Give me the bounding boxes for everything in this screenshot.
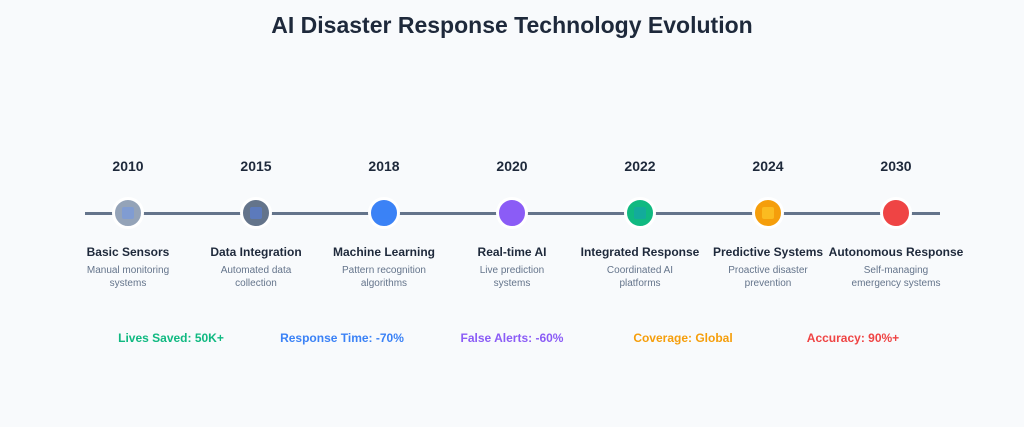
milestone-title: Predictive Systems [712, 245, 824, 259]
description-line: prevention [744, 278, 792, 289]
description-line: algorithms [360, 278, 408, 289]
milestone-node [240, 197, 272, 229]
node-square-icon [122, 207, 134, 219]
node-square-icon [890, 207, 902, 219]
description-line: Pattern recognition [342, 265, 426, 276]
metric-accuracy: Accuracy: 90%+ [806, 331, 900, 345]
milestone-title: Autonomous Response [828, 245, 964, 259]
node-square-icon [762, 207, 774, 219]
milestone-year: 2020 [496, 158, 528, 174]
metric-false-alerts: False Alerts: -60% [460, 331, 564, 345]
description-line: Manual monitoring [86, 265, 170, 276]
description-line: systems [493, 278, 531, 289]
milestone-description: Automated data collection [201, 264, 311, 290]
milestone-node [496, 197, 528, 229]
description-line: collection [235, 278, 277, 289]
milestone-node [880, 197, 912, 229]
milestone-title: Basic Sensors [86, 245, 170, 259]
milestone-title: Integrated Response [580, 245, 700, 259]
milestone-node [624, 197, 656, 229]
milestone-year: 2030 [880, 158, 912, 174]
milestone-title: Data Integration [210, 245, 302, 259]
milestone-year: 2024 [752, 158, 784, 174]
milestone-year: 2015 [240, 158, 272, 174]
milestone-description: Live prediction systems [457, 264, 567, 290]
description-line: platforms [619, 278, 661, 289]
node-square-icon [506, 207, 518, 219]
milestone-description: Proactive disaster prevention [713, 264, 823, 290]
node-square-icon [250, 207, 262, 219]
milestone-description: Pattern recognition algorithms [329, 264, 439, 290]
description-line: Automated data [220, 265, 292, 276]
metric-lives-saved: Lives Saved: 50K+ [118, 331, 224, 345]
description-line: systems [109, 278, 147, 289]
description-line: Proactive disaster [728, 265, 808, 276]
milestone-node [752, 197, 784, 229]
description-line: emergency systems [851, 278, 941, 289]
milestone-description: Manual monitoring systems [73, 264, 183, 290]
milestone-title: Real-time AI [477, 245, 547, 259]
description-line: Self-managing [863, 265, 929, 276]
node-square-icon [378, 207, 390, 219]
milestone-year: 2022 [624, 158, 656, 174]
metric-response-time: Response Time: -70% [280, 331, 404, 345]
description-line: Live prediction [479, 265, 545, 276]
node-square-icon [634, 207, 646, 219]
description-line: Coordinated AI [606, 265, 674, 276]
metric-coverage: Coverage: Global [633, 331, 733, 345]
milestone-year: 2010 [112, 158, 144, 174]
milestone-description: Coordinated AI platforms [585, 264, 695, 290]
milestone-title: Machine Learning [332, 245, 436, 259]
milestone-year: 2018 [368, 158, 400, 174]
page-title: AI Disaster Response Technology Evolutio… [271, 12, 753, 38]
milestone-node [368, 197, 400, 229]
milestone-node [112, 197, 144, 229]
milestone-description: Self-managing emergency systems [841, 264, 951, 290]
